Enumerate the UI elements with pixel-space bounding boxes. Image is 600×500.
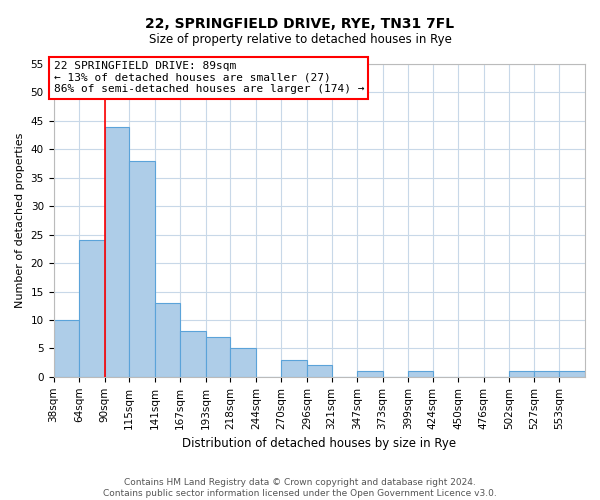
Bar: [53, 320, 79, 377]
Bar: [79, 240, 104, 377]
Bar: [534, 371, 559, 377]
Bar: [155, 303, 180, 377]
Y-axis label: Number of detached properties: Number of detached properties: [15, 132, 25, 308]
Bar: [509, 371, 534, 377]
Bar: [230, 348, 256, 377]
Bar: [408, 371, 433, 377]
Text: Size of property relative to detached houses in Rye: Size of property relative to detached ho…: [149, 32, 451, 46]
Bar: [104, 126, 129, 377]
Bar: [307, 366, 332, 377]
Bar: [206, 337, 230, 377]
Bar: [357, 371, 383, 377]
Bar: [559, 371, 585, 377]
Text: 22, SPRINGFIELD DRIVE, RYE, TN31 7FL: 22, SPRINGFIELD DRIVE, RYE, TN31 7FL: [145, 18, 455, 32]
Bar: [129, 160, 155, 377]
Bar: [281, 360, 307, 377]
Bar: [180, 332, 206, 377]
Text: Contains HM Land Registry data © Crown copyright and database right 2024.
Contai: Contains HM Land Registry data © Crown c…: [103, 478, 497, 498]
Text: 22 SPRINGFIELD DRIVE: 89sqm
← 13% of detached houses are smaller (27)
86% of sem: 22 SPRINGFIELD DRIVE: 89sqm ← 13% of det…: [53, 61, 364, 94]
X-axis label: Distribution of detached houses by size in Rye: Distribution of detached houses by size …: [182, 437, 457, 450]
